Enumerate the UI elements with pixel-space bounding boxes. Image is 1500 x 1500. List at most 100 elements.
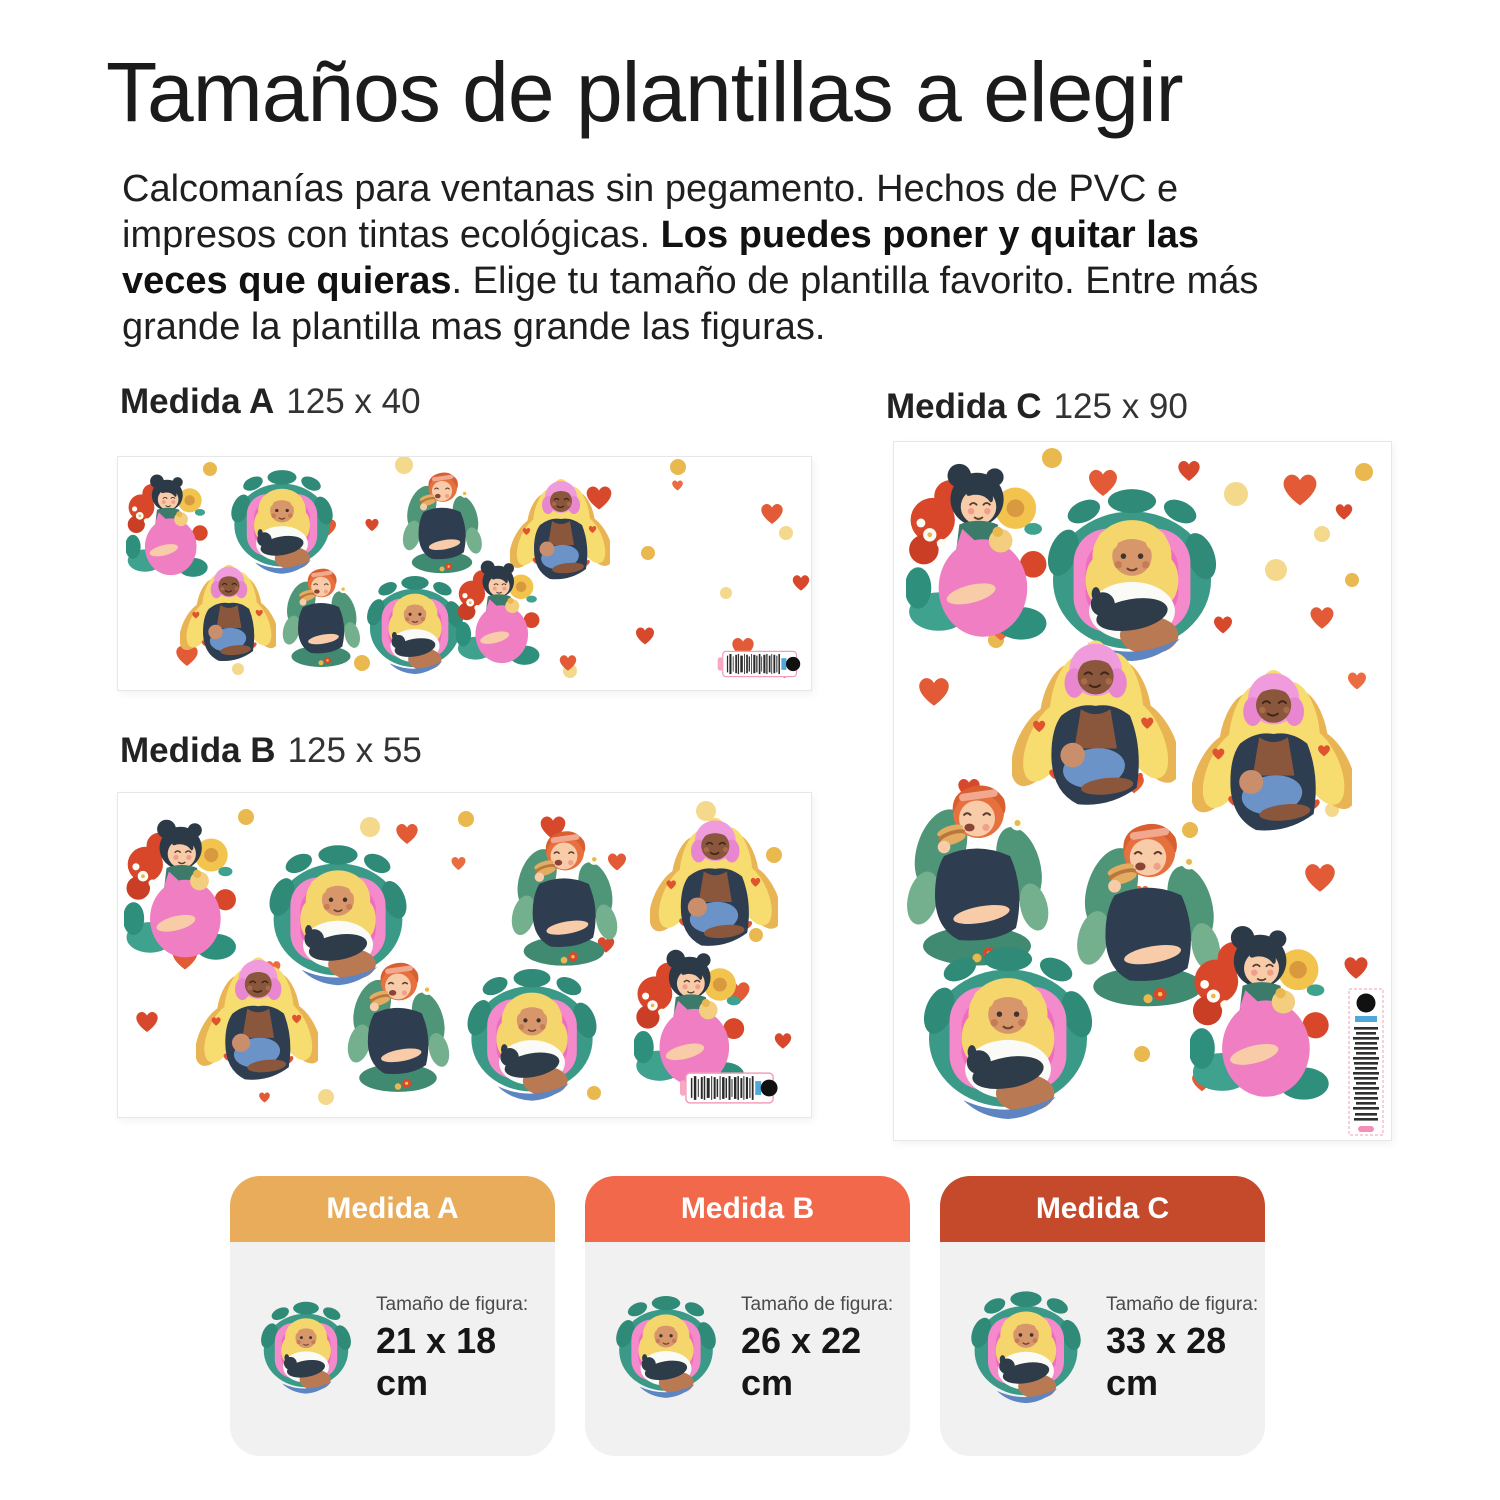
product-label-barcode [679, 1072, 779, 1104]
heart-icon [1310, 607, 1334, 629]
confetti-dot [232, 663, 244, 675]
confetti-dot [641, 546, 655, 560]
size-card-b-text: Tamaño de figura: 26 x 22 cm [741, 1294, 910, 1404]
template-a-heading: Medida A 125 x 40 [120, 382, 421, 422]
product-label-barcode [717, 650, 801, 678]
confetti-dot [749, 928, 763, 942]
mother-figure-wrap [126, 474, 209, 578]
size-card-c-text: Tamaño de figura: 33 x 28 cm [1106, 1294, 1265, 1404]
heart-icon [1213, 616, 1233, 634]
confetti-dot [1134, 1046, 1150, 1062]
size-card-b-body: Tamaño de figura: 26 x 22 cm [585, 1242, 910, 1456]
template-b-dimensions: 125 x 55 [287, 731, 422, 770]
mother-figure-wrap [906, 463, 1048, 641]
heart-icon [365, 518, 379, 532]
heart-icon [136, 1011, 158, 1032]
heart-icon [672, 480, 683, 491]
heart-icon [761, 503, 783, 524]
size-card-c[interactable]: Medida C Tamaño de figura: 33 x 28 cm [940, 1176, 1265, 1456]
heart-icon [259, 1092, 270, 1103]
size-card-c-title: Medida C [1035, 1192, 1170, 1225]
mother-figure-wrap [456, 559, 540, 666]
confetti-dot [1042, 448, 1062, 468]
heart-icon [919, 678, 949, 706]
intro-text-bold: Los puedes poner y quitar las veces que … [122, 214, 1200, 302]
size-card-a-text: Tamaño de figura: 21 x 18 cm [376, 1294, 555, 1404]
template-b-label: Medida B [120, 731, 276, 770]
heart-icon [1305, 864, 1335, 892]
template-a-dimensions: 125 x 40 [286, 382, 421, 421]
heart-icon [1335, 504, 1353, 520]
confetti-dot [354, 655, 370, 671]
decal-sheet-a-preview [117, 456, 812, 691]
mother-figure-wrap [634, 949, 745, 1089]
intro-text-before-bold: Calcomanías para ventanas sin pegamento.… [122, 168, 1179, 256]
page-title: Tamaños de plantillas a elegir [106, 45, 1184, 139]
size-card-a[interactable]: Medida A Tamaño de figura: 21 x 18 cm [230, 1176, 555, 1456]
intro-text: Calcomanías para ventanas sin pegamento.… [122, 166, 1287, 350]
heart-icon [451, 856, 466, 871]
confetti-dot [1182, 822, 1198, 838]
decal-sheet-b-preview [117, 792, 812, 1118]
mother-figure-eat [344, 961, 452, 1093]
mother-figure-chair [466, 968, 598, 1102]
mother-figure-eat [400, 472, 484, 574]
template-c-heading: Medida C 125 x 90 [886, 387, 1188, 427]
confetti-dot [1345, 573, 1359, 587]
figure-thumbnail [615, 1293, 717, 1405]
heart-icon [1089, 469, 1117, 497]
mother-figure-chair [1046, 488, 1218, 663]
confetti-dot [458, 811, 474, 827]
size-card-a-body: Tamaño de figura: 21 x 18 cm [230, 1242, 555, 1456]
confetti-dot [670, 459, 686, 475]
heart-icon [1178, 460, 1200, 481]
figure-thumbnail [260, 1299, 352, 1400]
intro-text-after-bold: . Elige tu tamaño de plantilla favorito.… [122, 260, 1259, 348]
figure-thumbnail [970, 1288, 1082, 1411]
heart-icon [1283, 474, 1317, 506]
mother-figure-chair [922, 946, 1094, 1121]
figure-size-value: 33 x 28 cm [1106, 1320, 1227, 1403]
template-a-label: Medida A [120, 382, 275, 421]
figure-size-value: 26 x 22 cm [741, 1320, 862, 1403]
heart-icon [607, 853, 627, 871]
confetti-dot [318, 1089, 334, 1105]
mother-figure-eat [280, 568, 362, 668]
confetti-dot [203, 462, 217, 476]
confetti-dot [766, 847, 782, 863]
confetti-dot [360, 817, 380, 837]
confetti-dot [1355, 463, 1373, 481]
mother-figure-nurse [187, 957, 330, 1079]
size-card-b[interactable]: Medida B Tamaño de figura: 26 x 22 cm [585, 1176, 910, 1456]
decal-sheet-c-preview [893, 441, 1392, 1141]
size-card-c-body: Tamaño de figura: 33 x 28 cm [940, 1242, 1265, 1456]
size-card-c-header: Medida C [940, 1176, 1265, 1242]
heart-icon [1344, 957, 1368, 979]
mother-figure-nurse [173, 565, 285, 661]
heart-icon [792, 575, 810, 591]
figure-size-value: 21 x 18 cm [376, 1320, 497, 1403]
heart-icon [635, 627, 655, 645]
figure-size-caption: Tamaño de figura: [376, 1294, 529, 1315]
mother-figure-chair [366, 575, 464, 675]
mother-figure-chair [230, 469, 334, 575]
size-cards-row: Medida A Tamaño de figura: 21 x 18 cm Me… [230, 1176, 1265, 1456]
size-card-b-header: Medida B [585, 1176, 910, 1242]
confetti-dot [720, 587, 732, 599]
figure-size-caption: Tamaño de figura: [741, 1294, 894, 1315]
confetti-dot [395, 457, 413, 474]
mother-figure-nurse [1000, 640, 1192, 804]
mother-figure-nurse [641, 818, 790, 946]
mother-figure-chair [268, 844, 408, 987]
mother-figure-eat [902, 784, 1052, 967]
confetti-dot [696, 801, 716, 821]
heart-icon [774, 1033, 792, 1049]
confetti-dot [779, 526, 793, 540]
confetti-dot [587, 1086, 601, 1100]
heart-icon [396, 823, 418, 844]
confetti-dot [1224, 482, 1248, 506]
confetti-dot [238, 809, 254, 825]
template-b-heading: Medida B 125 x 55 [120, 731, 422, 771]
size-card-a-title: Medida A [326, 1192, 459, 1225]
